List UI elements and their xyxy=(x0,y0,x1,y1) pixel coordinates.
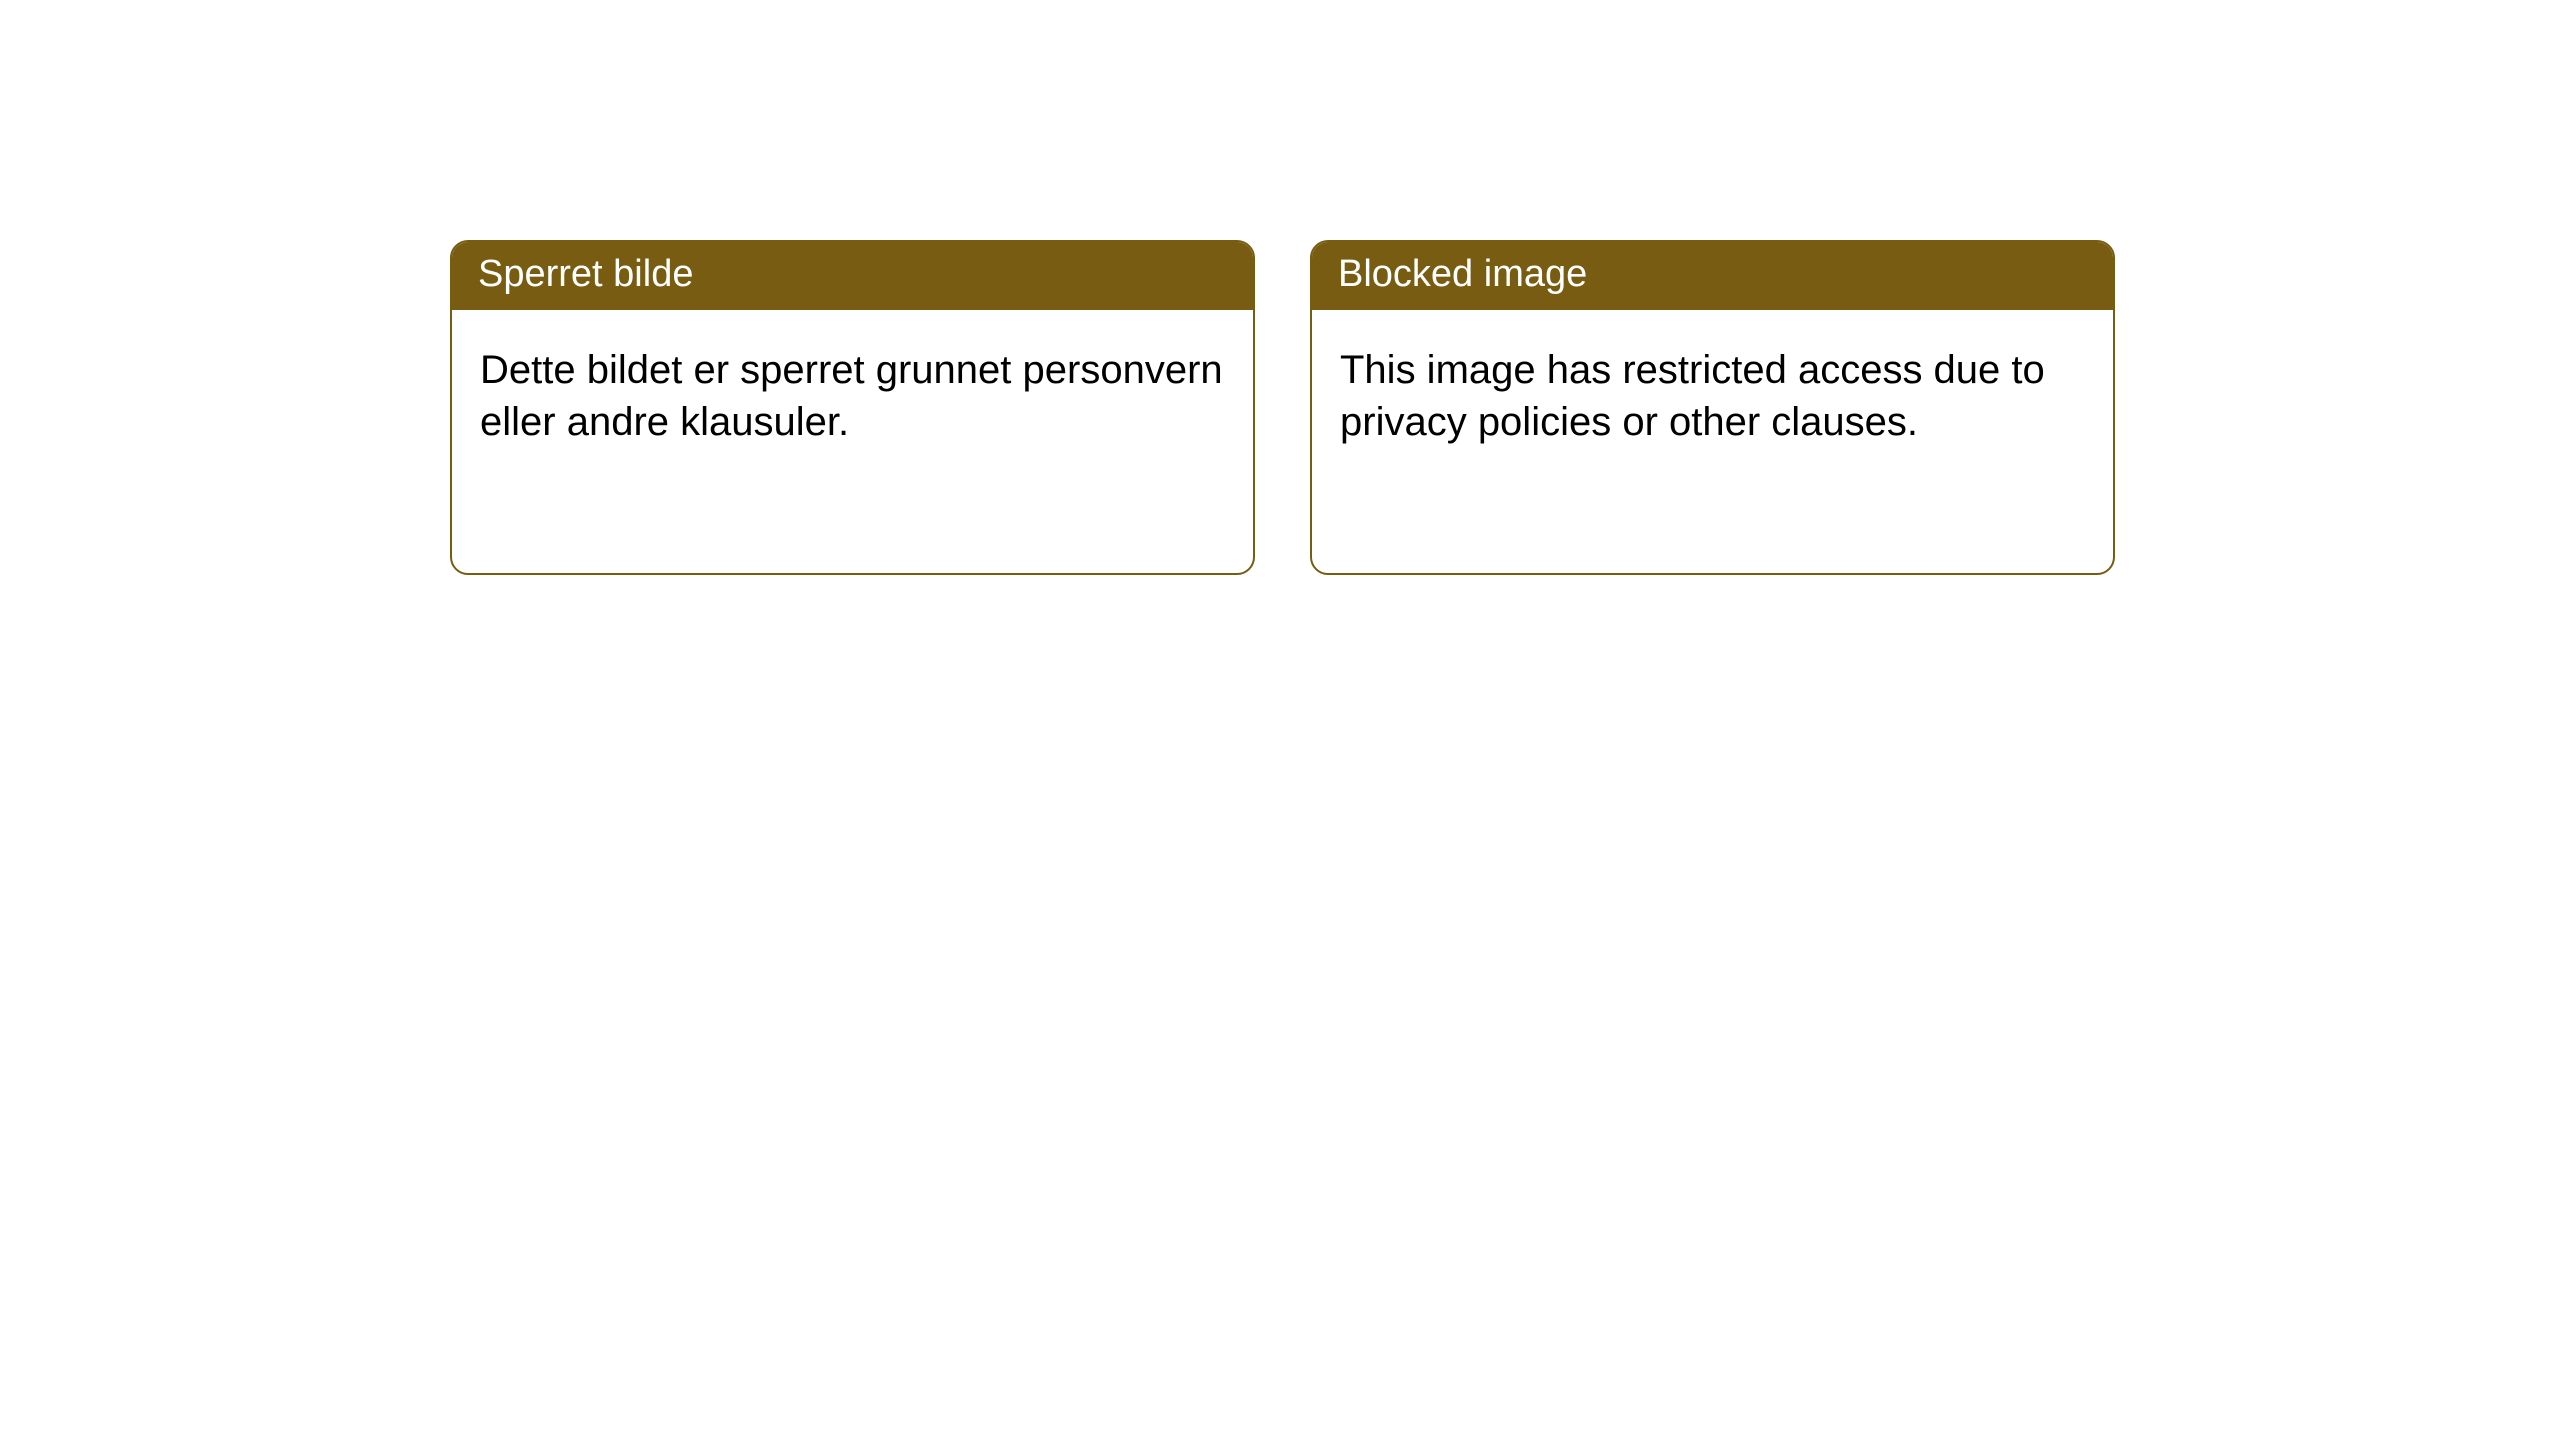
notice-cards-container: Sperret bilde Dette bildet er sperret gr… xyxy=(450,240,2115,575)
card-header: Sperret bilde xyxy=(452,242,1253,310)
notice-card-english: Blocked image This image has restricted … xyxy=(1310,240,2115,575)
card-body: This image has restricted access due to … xyxy=(1312,310,2113,482)
notice-card-norwegian: Sperret bilde Dette bildet er sperret gr… xyxy=(450,240,1255,575)
card-header: Blocked image xyxy=(1312,242,2113,310)
card-body: Dette bildet er sperret grunnet personve… xyxy=(452,310,1253,482)
